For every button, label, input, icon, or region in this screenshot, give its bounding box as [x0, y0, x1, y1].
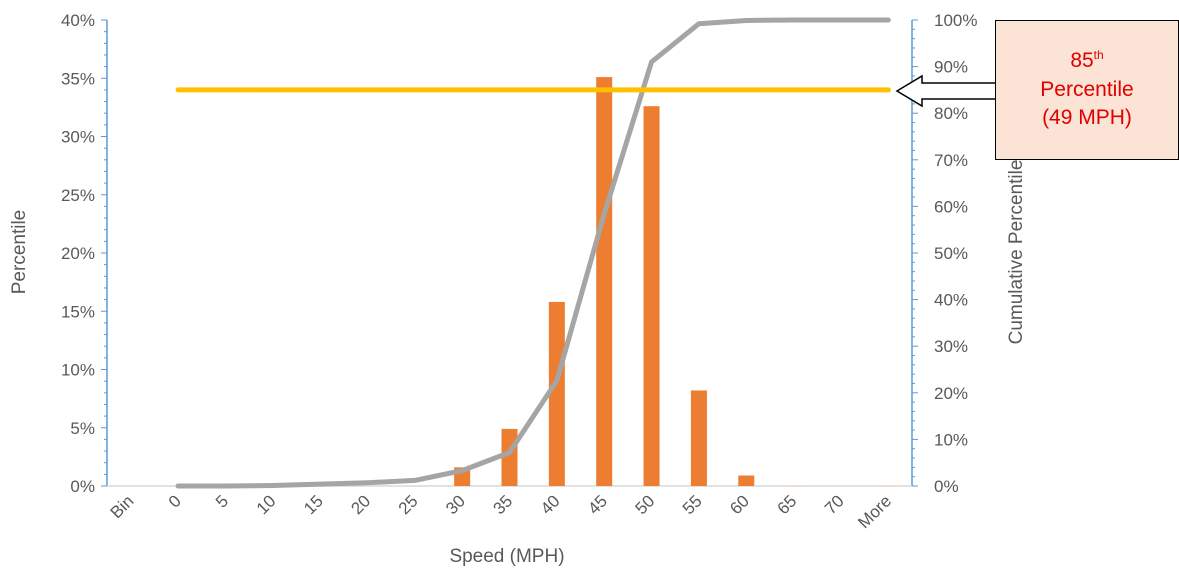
- bar: [501, 428, 518, 486]
- x-tick-label: 45: [584, 491, 611, 518]
- y2-tick-label: 0%: [934, 477, 959, 496]
- y-tick-label: 20%: [61, 244, 95, 263]
- bar: [880, 485, 897, 487]
- x-tick-label: 35: [490, 491, 517, 518]
- y-tick-label: 25%: [61, 186, 95, 205]
- y2-axis-title: Cumulative Percentile: [1006, 160, 1027, 345]
- x-tick-label: 55: [679, 491, 706, 518]
- y2-tick-label: 100%: [934, 11, 977, 30]
- y2-tick-label: 70%: [934, 151, 968, 170]
- y-tick-label: 5%: [70, 419, 95, 438]
- x-tick-label: More: [854, 491, 895, 532]
- callout-line-1: 85th: [996, 47, 1178, 75]
- bar: [690, 390, 707, 486]
- y2-tick-label: 20%: [934, 384, 968, 403]
- x-tick-label: 40: [537, 491, 564, 518]
- x-tick-label: 30: [442, 491, 469, 518]
- y2-tick-label: 80%: [934, 104, 968, 123]
- x-tick-label: 0: [165, 491, 185, 511]
- y2-tick-label: 30%: [934, 337, 968, 356]
- bar: [643, 106, 660, 487]
- y-tick-label: 35%: [61, 69, 95, 88]
- x-tick-label: 20: [347, 491, 374, 518]
- y-tick-label: 15%: [61, 302, 95, 321]
- callout-line-2: Percentile: [1040, 77, 1134, 101]
- y2-tick-label: 50%: [934, 244, 968, 263]
- x-tick-label: 50: [632, 491, 659, 518]
- y-axis-title: Percentile: [9, 210, 30, 295]
- x-tick-label: 5: [212, 491, 232, 511]
- y2-tick-label: 40%: [934, 291, 968, 310]
- bar: [785, 485, 802, 487]
- callout-ordinal-suffix: th: [1093, 48, 1104, 63]
- x-tick-label: 60: [726, 491, 753, 518]
- bar: [548, 301, 565, 486]
- cumulative-line: [175, 17, 891, 489]
- x-axis-title: Speed (MPH): [449, 546, 564, 567]
- x-tick-label: 15: [300, 491, 327, 518]
- bar: [596, 77, 613, 487]
- callout-ordinal: 85: [1070, 49, 1094, 73]
- y-tick-label: 0%: [70, 477, 95, 496]
- percentile-callout: 85th Percentile (49 MPH): [995, 20, 1179, 160]
- chart-marks: 0% 5% 10% 15% 20% 25% 30% 35% 40% 0% 10% 20% 30% 40% 5…: [61, 11, 978, 532]
- bar: [738, 475, 755, 486]
- y2-tick-label: 90%: [934, 58, 968, 77]
- x-tick-label: 25: [395, 491, 422, 518]
- y2-tick-label: 10%: [934, 430, 968, 449]
- y-tick-label: 30%: [61, 128, 95, 147]
- y-tick-label: 10%: [61, 361, 95, 380]
- x-tick-label: 70: [821, 491, 848, 518]
- callout-line-3: (49 MPH): [1042, 106, 1132, 130]
- y-tick-label: 40%: [61, 11, 95, 30]
- y2-tick-label: 60%: [934, 197, 968, 216]
- x-tick-label: 65: [774, 491, 801, 518]
- x-tick-label: Bin: [107, 491, 138, 522]
- x-tick-label: 10: [253, 491, 280, 518]
